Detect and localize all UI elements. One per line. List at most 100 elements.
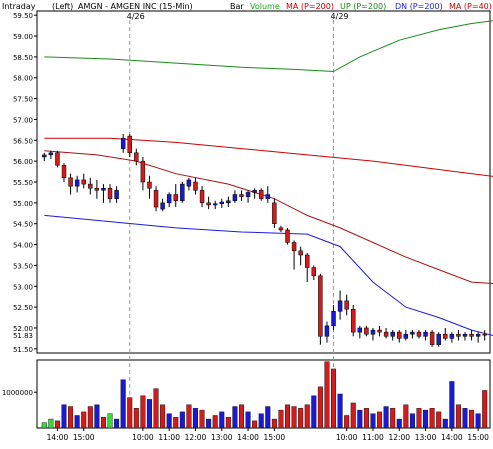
volume-bar <box>173 417 179 429</box>
lower-band-line <box>44 214 493 337</box>
time-tick-label: 14:00 <box>47 433 69 442</box>
volume-bar <box>442 418 448 429</box>
last-price-label: 51.83 <box>13 332 33 340</box>
volume-bar <box>344 415 350 429</box>
time-tick-label: 15:00 <box>467 433 489 442</box>
candle-body <box>226 200 231 204</box>
candle-body <box>74 179 80 187</box>
volume-bar <box>114 418 120 429</box>
candle-body <box>252 190 257 193</box>
price-tick-label: 57.00 <box>13 116 33 124</box>
candle-body <box>331 311 336 327</box>
date-separator-label: 4/29 <box>331 12 349 21</box>
price-tick-label: 58.50 <box>13 54 33 62</box>
candle-body <box>48 152 54 156</box>
volume-tick-label: 1000000 <box>2 389 33 397</box>
candle-body <box>114 190 119 199</box>
volume-bar <box>285 404 291 429</box>
volume-bar <box>324 361 330 429</box>
volume-bar <box>271 418 277 429</box>
volume-bar <box>377 411 383 429</box>
upper-band-line <box>44 20 493 73</box>
symbol-title: AMGN - AMGEN INC (15-Min) <box>78 2 193 11</box>
candle-body <box>272 202 277 224</box>
volume-bar <box>225 417 231 429</box>
volume-bar <box>206 418 212 429</box>
candle-body <box>120 137 126 149</box>
candle-body <box>81 179 86 185</box>
candle-body <box>285 229 290 243</box>
time-tick-label: 11:00 <box>362 433 384 442</box>
volume-bars <box>41 361 488 429</box>
candle-body <box>475 333 481 337</box>
price-tick-label: 57.50 <box>13 96 33 104</box>
candle-body <box>298 250 303 256</box>
candles <box>42 134 487 347</box>
time-tick-label: 15:00 <box>264 433 286 442</box>
candle-body <box>166 194 172 204</box>
price-tick-label: 52.50 <box>13 304 33 312</box>
candle-body <box>469 333 474 337</box>
candle-body <box>337 300 343 312</box>
volume-bar <box>133 408 139 429</box>
candle-body <box>370 329 376 335</box>
volume-bar <box>475 413 481 429</box>
price-tick-label: 59.00 <box>13 33 33 41</box>
candle-body <box>127 135 132 154</box>
time-tick-label: 11:00 <box>158 433 180 442</box>
price-tick-label: 54.00 <box>13 242 33 250</box>
candle-body <box>311 267 317 277</box>
volume-bar <box>265 406 271 429</box>
ma200-legend: MA (P=200) <box>286 2 334 11</box>
candle-body <box>212 203 218 206</box>
volume-bar <box>298 408 304 429</box>
candle-body <box>173 194 178 202</box>
candle-body <box>403 333 409 339</box>
volume-bar <box>179 411 185 429</box>
volume-bar <box>192 408 198 429</box>
volume-bar <box>363 408 369 429</box>
volume-bar <box>337 393 343 429</box>
candle-body <box>199 190 205 204</box>
candle-body <box>68 177 73 187</box>
price-tick-label: 51.50 <box>13 346 33 354</box>
volume-bar <box>153 388 159 429</box>
candle-body <box>410 331 415 335</box>
volume-bar <box>61 404 67 429</box>
volume-bar <box>455 404 461 429</box>
candle-body <box>436 333 441 345</box>
candle-body <box>107 188 113 199</box>
price-plot-frame <box>36 10 491 354</box>
volume-bar <box>403 404 409 429</box>
volume-bar <box>160 404 166 429</box>
time-tick-label: 13:00 <box>415 433 437 442</box>
candle-body <box>94 188 100 191</box>
ma40-line <box>44 150 493 284</box>
volume-bar <box>140 395 146 429</box>
volume-bar <box>107 413 113 429</box>
candle-body <box>55 152 60 166</box>
volume-bar <box>127 397 133 429</box>
date-separator-label: 4/26 <box>127 12 145 21</box>
candle-body <box>456 333 461 337</box>
volume-bar <box>449 381 455 429</box>
volume-bar <box>100 417 106 429</box>
volume-bar <box>41 422 47 429</box>
candle-body <box>88 183 93 189</box>
volume-bar <box>317 386 323 429</box>
time-tick-label: 10:00 <box>132 433 154 442</box>
volume-bar <box>390 408 396 429</box>
volume-legend: Volume <box>250 2 280 11</box>
price-tick-label: 56.00 <box>13 158 33 166</box>
price-tick-label: 52.00 <box>13 325 33 333</box>
candle-body <box>147 181 152 189</box>
price-tick-label: 53.00 <box>13 283 33 291</box>
volume-bar <box>469 409 475 429</box>
candle-body <box>357 327 363 333</box>
volume-bar <box>212 415 218 429</box>
time-tick-label: 14:00 <box>441 433 463 442</box>
candle-body <box>101 188 106 191</box>
candle-body <box>206 202 211 206</box>
volume-bar <box>199 409 205 429</box>
